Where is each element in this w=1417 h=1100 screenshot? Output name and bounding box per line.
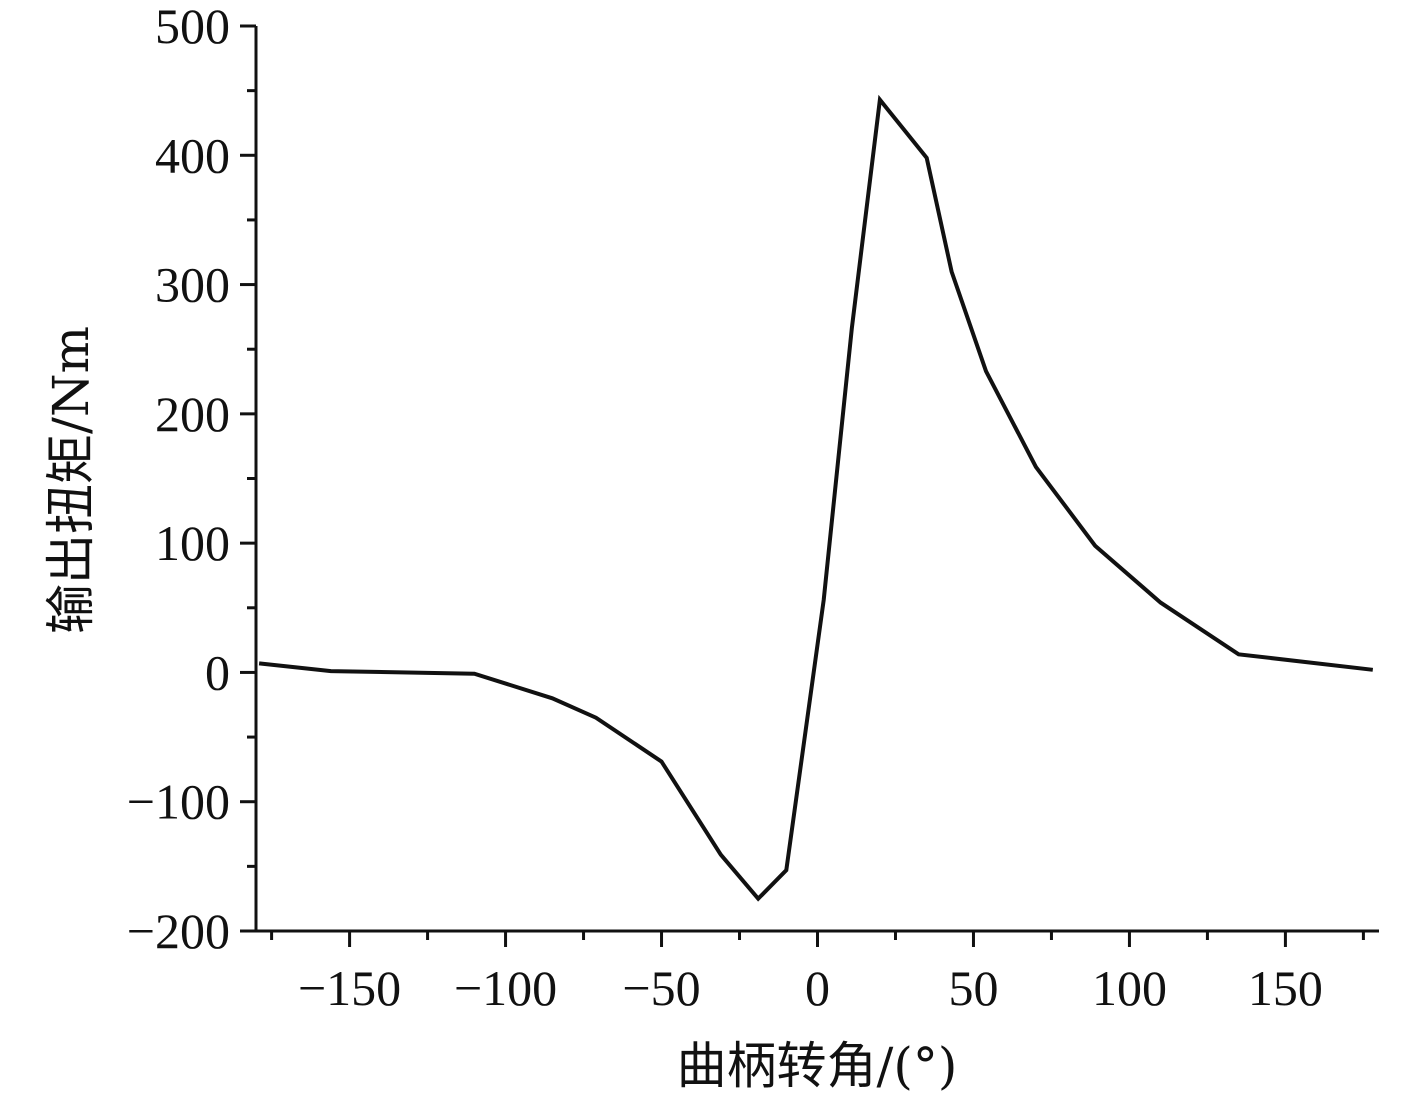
y-tick-label: 100 [155, 515, 230, 571]
x-tick-label: −50 [622, 960, 700, 1016]
x-tick-label: 150 [1248, 960, 1323, 1016]
y-tick-label: 500 [155, 0, 230, 54]
x-axis-title: 曲柄转角/(°) [677, 1037, 958, 1095]
y-tick-label: 200 [155, 386, 230, 442]
y-tick-label: 300 [155, 257, 230, 313]
x-tick-label: 50 [948, 960, 998, 1016]
y-axis-title: 输出扭矩/Nm [42, 326, 100, 634]
y-tick-label: 0 [205, 644, 230, 700]
y-tick-label: −100 [127, 774, 230, 830]
x-axis-ticks: −150 −100 −50 0 50 100 150 [270, 931, 1365, 1016]
y-axis-ticks: −200 −100 0 100 200 300 400 500 [127, 0, 256, 959]
y-tick-label: −200 [127, 903, 230, 959]
x-tick-label: −150 [298, 960, 401, 1016]
torque-series-line [258, 94, 1374, 902]
x-tick-label: −100 [454, 960, 557, 1016]
y-tick-label: 400 [155, 127, 230, 183]
x-tick-label: 100 [1092, 960, 1167, 1016]
x-tick-label: 0 [805, 960, 830, 1016]
